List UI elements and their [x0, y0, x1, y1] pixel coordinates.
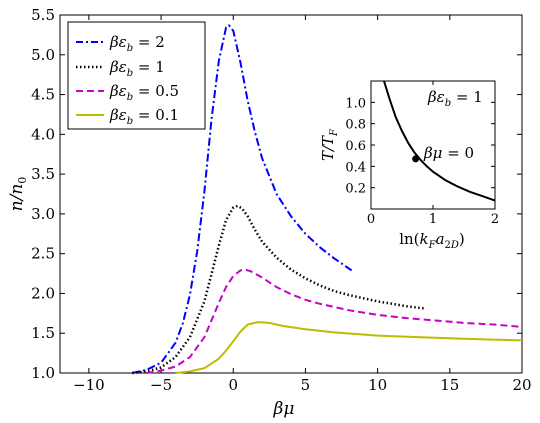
main-y-tick-label: 5.0 [31, 46, 55, 64]
main-y-tick-label: 2.5 [31, 245, 55, 263]
main-x-tick-label: −10 [73, 376, 105, 394]
main-y-tick-label: 3.0 [31, 205, 55, 223]
legend-box [67, 21, 206, 130]
legend-label-beta-eb-1: βεb = 1 [109, 58, 165, 79]
inset-ticks: 0 1 2 0.2 0.4 0.6 0.8 1.0 [345, 81, 499, 227]
legend-label-beta-eb-0-1: βεb = 0.1 [109, 106, 179, 127]
inset-x-tick-label: 1 [429, 212, 437, 227]
inset-plot: 0 1 2 0.2 0.4 0.6 0.8 1.0 ln(kFa2D) T/TF βεb = … [319, 80, 499, 251]
main-y-tick-label: 3.5 [31, 165, 55, 183]
main-series-line-1 [132, 204, 426, 375]
main-y-tick-label: 5.5 [31, 6, 55, 24]
main-y-tick-label: 4.5 [31, 86, 55, 104]
main-y-tick-label: 1.0 [31, 364, 55, 382]
legend: βεb = 2 βεb = 1 βεb = 0.5 βεb = 0.1 [67, 21, 206, 130]
inset-y-tick-label: 0.6 [345, 139, 366, 154]
inset-x-tick-label: 2 [491, 212, 499, 227]
main-series-line-0 [131, 24, 353, 374]
main-x-tick-label: −5 [150, 376, 172, 394]
main-series-group [131, 24, 523, 375]
inset-y-tick-label: 0.2 [345, 182, 366, 197]
main-plot-frame [59, 14, 523, 374]
inset-x-axis-label: ln(kFa2D) [399, 230, 465, 251]
main-x-tick-label: 0 [228, 376, 238, 394]
main-series-line-2 [146, 268, 523, 374]
main-x-tick-label: 15 [440, 376, 459, 394]
inset-annotation: βεb = 1 [427, 88, 483, 109]
inset-series-line-0 [383, 81, 495, 202]
main-series-line-3 [175, 321, 523, 374]
inset-y-tick-label: 0.4 [345, 160, 366, 175]
inset-marker-label: βμ = 0 [423, 144, 474, 162]
main-x-tick-label: 5 [301, 376, 311, 394]
inset-x-tick-label: 0 [367, 212, 375, 227]
main-x-tick-label: 20 [512, 376, 531, 394]
inset-series-group [383, 81, 495, 202]
main-ticks: −10 −5 0 5 10 15 201.01.52.02.53.03.54.04.55.0… [31, 6, 531, 394]
main-y-tick-label: 4.0 [31, 125, 55, 143]
legend-label-beta-eb-2: βεb = 2 [109, 33, 165, 54]
inset-marker-point [412, 155, 420, 163]
main-y-tick-label: 1.5 [31, 324, 55, 342]
legend-label-beta-eb-0-5: βεb = 0.5 [109, 82, 179, 103]
inset-y-axis-label: T/TF [319, 128, 340, 161]
main-y-axis-label: n/n0 [7, 177, 29, 212]
main-x-axis-label: βμ [273, 399, 295, 419]
inset-y-tick-label: 1.0 [345, 96, 366, 111]
inset-y-tick-label: 0.8 [345, 118, 366, 133]
main-plot: −10 −5 0 5 10 15 201.01.52.02.53.03.54.04.55.0… [7, 6, 532, 419]
main-x-tick-label: 10 [368, 376, 387, 394]
main-y-tick-label: 2.0 [31, 284, 55, 302]
